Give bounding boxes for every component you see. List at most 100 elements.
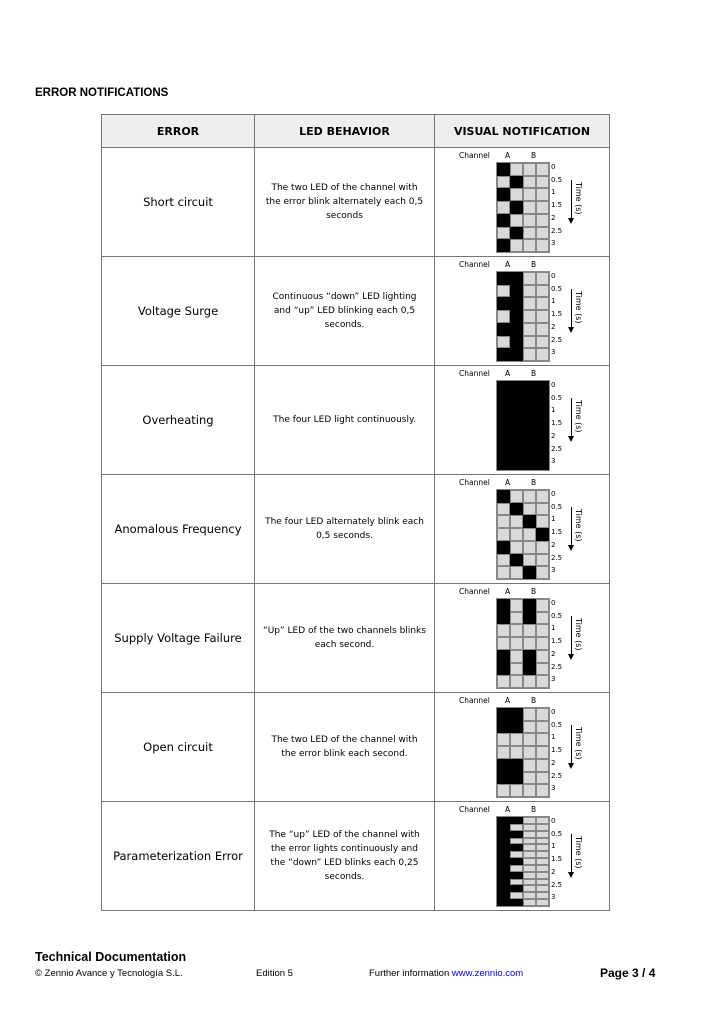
time-tick: 0 [551,381,556,389]
led-cell [510,490,523,503]
led-cell [497,310,510,323]
channel-b-label: B [531,151,537,160]
time-tick: 1.5 [551,419,563,428]
led-cell [523,540,536,554]
led-cell [497,885,510,893]
led-cell [536,720,549,734]
led-cell [536,649,549,663]
led-cell [497,553,510,567]
error-name: Voltage Surge [101,256,255,366]
led-cell [510,858,523,865]
time-tick: 3 [551,784,556,793]
led-cell [510,871,523,879]
led-cell [536,188,549,202]
led-cell [510,419,523,432]
led-cell [497,771,510,785]
led-cell [523,771,536,785]
led-cell [523,444,536,458]
led-cell [510,624,523,638]
led-cell [523,599,536,612]
error-name: Overheating [101,365,255,475]
led-cell [536,419,549,432]
visual-notification: Channel A B 0 0.5 1 1.5 2 2.5 3 Time (s) [434,256,610,366]
led-cell [523,885,536,893]
channel-a-label: A [505,260,511,269]
led-cell [523,239,536,252]
led-cell [523,864,536,872]
led-cell [536,310,549,323]
led-cell [536,284,549,298]
time-tick: 0.5 [551,393,563,402]
led-cell [536,348,549,361]
led-cell [536,297,549,311]
visual-notification: Channel A B 0 0.5 1 1.5 2 2.5 3 Time (s) [434,365,610,475]
time-tick: 0.5 [551,829,563,838]
led-cell [497,272,510,285]
led-cell [510,771,523,785]
led-cell [523,830,536,838]
led-cell [536,624,549,638]
led-cell [536,490,549,503]
time-tick: 0 [551,490,556,498]
led-cell [510,649,523,663]
time-tick: 3 [551,239,556,248]
led-cell [497,490,510,503]
header-led-behavior: LED BEHAVIOR [254,114,435,148]
website-link[interactable]: www.zennio.com [451,968,524,979]
led-cell [497,348,510,361]
time-tick: 1.5 [551,855,563,864]
led-cell [497,746,510,759]
led-cell [523,297,536,311]
led-grid [496,598,550,689]
led-cell [497,758,510,772]
led-cell [510,226,523,240]
led-cell [497,851,510,859]
led-cell [523,393,536,407]
led-cell [536,393,549,407]
led-cell [510,239,523,252]
time-tick: 3 [551,893,556,902]
led-cell [497,540,510,554]
led-cell [523,662,536,676]
led-grid [496,707,550,798]
led-cell [536,381,549,394]
time-tick: 0 [551,163,556,171]
header-error: ERROR [101,114,255,148]
time-tick: 1.5 [551,746,563,755]
time-tick: 1 [551,624,556,633]
led-behavior: The two LED of the channel with the erro… [254,692,435,802]
led-cell [497,637,510,650]
channel-b-label: B [531,260,537,269]
led-cell [536,708,549,721]
led-cell [497,675,510,688]
channel-b-label: B [531,805,537,814]
time-axis-label: Time (s) [574,182,583,215]
led-cell [510,540,523,554]
led-cell [497,858,510,865]
led-cell [497,322,510,336]
time-axis-label: Time (s) [574,291,583,324]
time-tick: 3 [551,566,556,575]
led-cell [497,297,510,311]
led-cell [510,175,523,189]
led-cell [497,284,510,298]
led-cell [523,502,536,516]
led-cell [523,758,536,772]
channel-b-label: B [531,587,537,596]
led-cell [510,899,523,906]
led-cell [523,823,536,831]
led-cell [497,817,510,824]
led-cell [536,844,549,852]
time-tick: 3 [551,675,556,684]
channel-a-label: A [505,369,511,378]
led-behavior: Continuous “down” LED lighting and “up” … [254,256,435,366]
led-cell [523,348,536,361]
led-cell [536,823,549,831]
led-cell [510,444,523,458]
time-tick: 2.5 [551,553,563,562]
channel-b-label: B [531,369,537,378]
led-cell [510,553,523,567]
time-arrow-icon [568,834,574,878]
table-row: Parameterization Error The “up” LED of t… [101,801,610,911]
